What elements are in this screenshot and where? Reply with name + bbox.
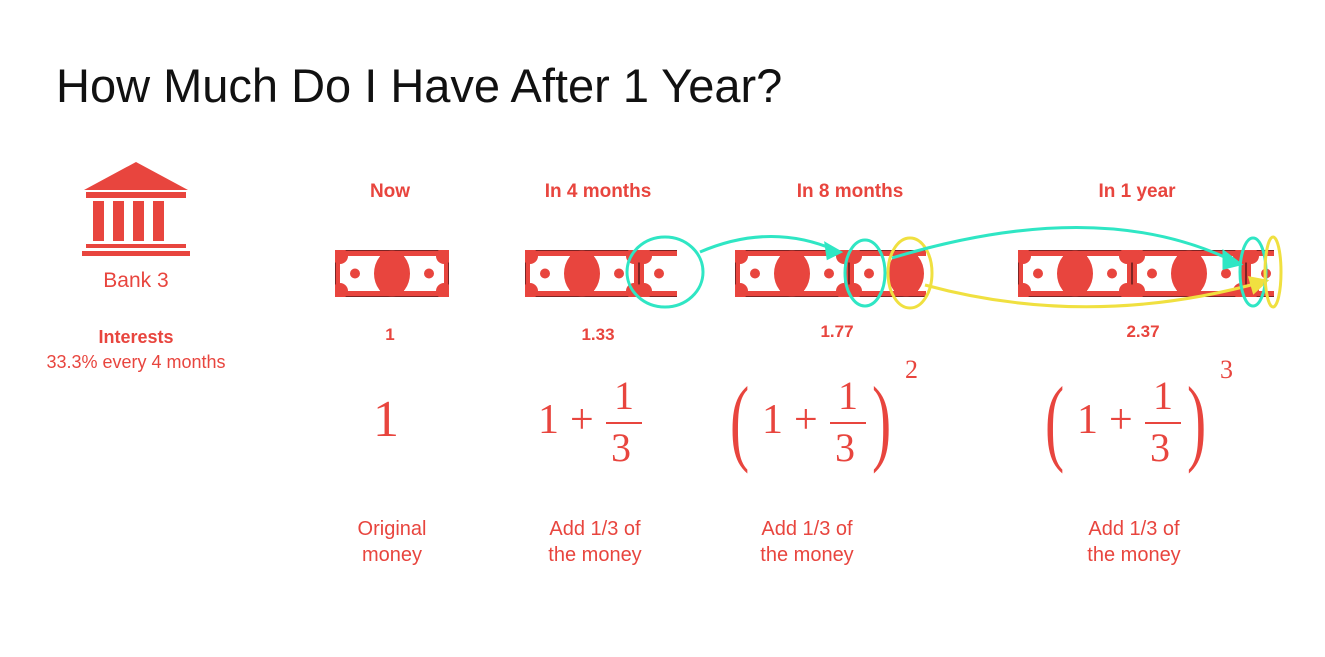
- teal-circle: [843, 238, 887, 308]
- bills-4-months: [522, 248, 756, 299]
- stage-value: 1.33: [581, 325, 615, 344]
- yellow-circle: [886, 236, 934, 310]
- slide-title: How Much Do I Have After 1 Year?: [56, 59, 783, 112]
- interest-label: Interests: [98, 327, 174, 347]
- bank-icon: [82, 162, 190, 256]
- stage-note: Add 1/3 of the money: [1087, 518, 1181, 566]
- teal-arrow: [699, 235, 836, 254]
- teal-circle: [625, 235, 705, 309]
- stage-note: Add 1/3 of the money: [548, 518, 642, 566]
- stage-note: Add 1/3 of the money: [760, 518, 854, 566]
- stage-header: In 8 months: [796, 181, 904, 202]
- teal-arrow: [891, 225, 1236, 264]
- interest-value: 33.3% every 4 months: [46, 352, 226, 372]
- yellow-circle: [1263, 235, 1283, 309]
- stage-value: 1.77: [820, 322, 854, 341]
- stage-value: 2.37: [1126, 322, 1160, 341]
- stage-header: In 1 year: [1098, 181, 1176, 202]
- yellow-arrow: [924, 280, 1263, 309]
- stage-header: In 4 months: [544, 181, 652, 202]
- stage-header: Now: [369, 181, 411, 202]
- bank-label: Bank 3: [103, 269, 169, 292]
- stage-note: Original money: [357, 518, 427, 566]
- stage-value: 1: [385, 325, 395, 344]
- bill-now: [332, 248, 452, 299]
